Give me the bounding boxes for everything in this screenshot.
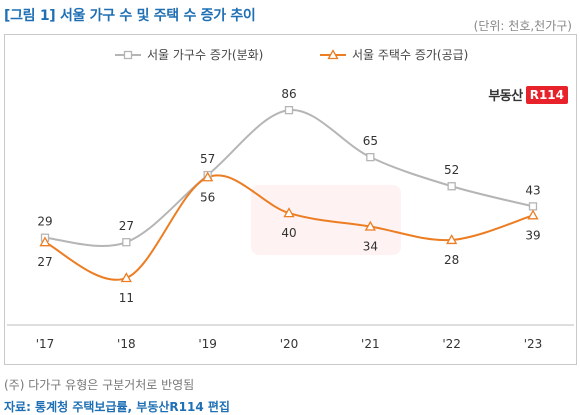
x-tick-label: '19 [198,337,217,351]
data-point-s2 [527,209,539,220]
data-label-s1: 86 [281,87,296,101]
line-chart: '17 '18 '19 '20 '21 '22 '23 29 27 57 86 65 52 43 27 11 5… [7,48,574,351]
data-label-s1: 29 [37,215,52,229]
data-label-s2: 34 [363,240,378,254]
x-tick-label: '18 [117,337,136,351]
data-point-s2 [283,207,295,218]
data-label-s1: 43 [525,183,540,197]
footnote: (주) 다가구 유형은 구분거처로 반영됨 [4,378,195,392]
x-tick-label: '21 [361,337,380,351]
logo-text: 부동산 [488,89,523,104]
data-point-s2 [364,220,376,231]
data-point-s1 [528,202,538,211]
data-label-s1: 27 [119,219,134,233]
legend-marker-2 [327,49,339,60]
x-tick-label: '22 [442,337,461,351]
source-note: 자료: 통계청 주택보급률, 부동산R114 편집 [4,400,230,414]
brand-logo: 부동산 R114 [488,85,568,104]
data-point-s1 [122,238,131,247]
data-label-s1: 52 [444,163,459,177]
logo-badge: R114 [525,85,568,104]
data-point-s1 [366,152,375,162]
data-point-s1 [447,182,456,191]
legend-label-1: 서울 가구수 증가(분화) [147,48,263,62]
data-point-s2 [202,171,214,182]
data-label-s2: 27 [37,255,52,269]
data-point-s2 [120,272,132,283]
chart-title: [그림 1] 서울 가구 수 및 주택 수 증가 추이 [4,8,256,24]
data-point-s2 [446,234,458,245]
chart-area: '17 '18 '19 '20 '21 '22 '23 29 27 57 86 65 52 43 27 11 5… [4,34,577,365]
data-label-s2: 11 [119,291,134,305]
x-tick-label: '17 [36,337,55,351]
data-label-s2: 28 [444,253,459,267]
data-label-s2: 40 [281,226,296,240]
x-tick-label: '20 [280,337,299,351]
data-point-s1 [284,105,294,115]
data-label-s1: 57 [200,152,215,166]
data-point-s2 [39,236,51,247]
legend-label-2: 서울 주택수 증가(공급) [352,48,468,62]
data-label-s1: 65 [363,134,378,148]
unit-label: (단위: 천호,천가구) [473,19,572,33]
data-label-s2: 39 [525,228,540,242]
data-label-s2: 56 [200,190,215,204]
x-tick-label: '23 [524,337,543,351]
legend-marker-1 [123,50,133,60]
